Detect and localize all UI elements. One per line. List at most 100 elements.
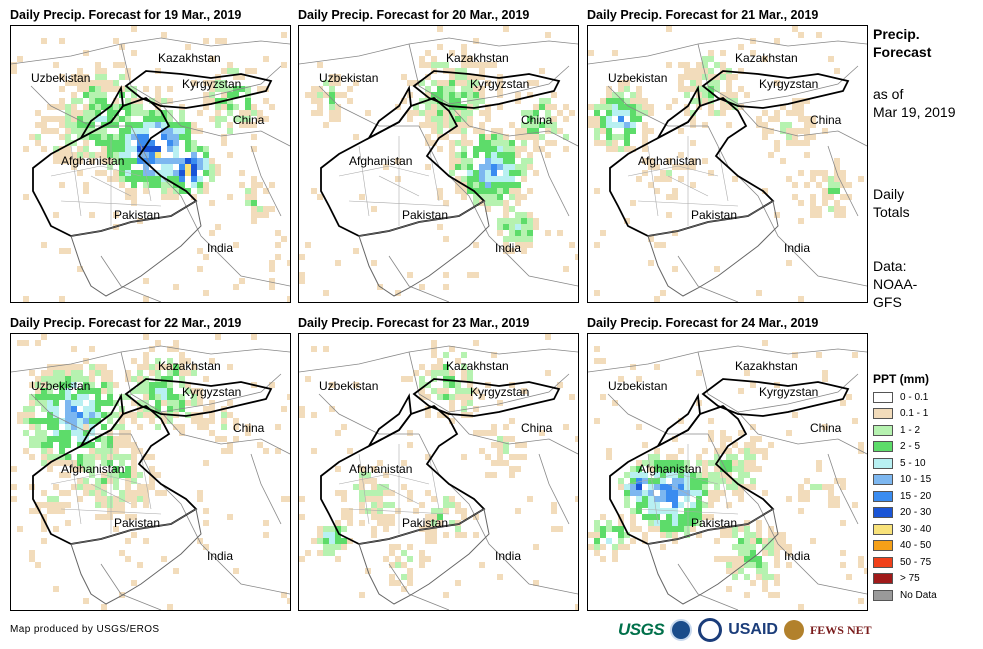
precip-cell <box>131 478 137 484</box>
precip-cell <box>588 116 594 122</box>
precip-cell <box>762 122 768 128</box>
precip-cell <box>149 412 155 418</box>
country-label-uzbekistan: Uzbekistan <box>319 71 378 85</box>
precip-cell <box>143 188 149 194</box>
precip-cell <box>479 140 485 146</box>
precip-cell <box>533 116 539 122</box>
legend-item: 10 - 15 <box>873 472 981 489</box>
precip-cell <box>431 346 437 352</box>
precip-cell <box>594 104 600 110</box>
precip-cell <box>221 68 227 74</box>
precip-cell <box>263 188 269 194</box>
precip-cell <box>143 182 149 188</box>
side-title-line2: Forecast <box>873 44 932 60</box>
precip-cell <box>449 50 455 56</box>
precip-cell <box>137 134 143 140</box>
daily-line1: Daily <box>873 186 905 202</box>
precip-cell <box>311 538 317 544</box>
precip-cell <box>792 134 798 140</box>
precip-cell <box>89 92 95 98</box>
precip-cell <box>413 110 419 116</box>
precip-cell <box>509 182 515 188</box>
precip-cell <box>77 466 83 472</box>
precip-cell <box>636 478 642 484</box>
precip-cell <box>95 128 101 134</box>
precip-cell <box>185 146 191 152</box>
precip-cell <box>485 62 491 68</box>
precip-cell <box>702 514 708 520</box>
precip-cell <box>672 490 678 496</box>
precip-cell <box>678 74 684 80</box>
precip-cell <box>269 278 275 284</box>
precip-cell <box>527 230 533 236</box>
precip-cell <box>497 134 503 140</box>
precip-cell <box>47 406 53 412</box>
precip-cell <box>618 86 624 92</box>
precip-cell <box>77 370 83 376</box>
precip-cell <box>798 200 804 206</box>
precip-cell <box>47 388 53 394</box>
precip-cell <box>467 400 473 406</box>
precip-cell <box>161 128 167 134</box>
precip-cell <box>155 86 161 92</box>
precip-cell <box>203 80 209 86</box>
precip-cell <box>624 80 630 86</box>
precip-cell <box>666 514 672 520</box>
country-label-uzbekistan: Uzbekistan <box>31 379 90 393</box>
precip-cell <box>702 86 708 92</box>
precip-cell <box>612 140 618 146</box>
precip-cell <box>660 242 666 248</box>
country-label-kyrgyzstan: Kyrgyzstan <box>470 77 529 91</box>
precip-cell <box>335 520 341 526</box>
precip-cell <box>485 152 491 158</box>
precip-cell <box>89 406 95 412</box>
precip-cell <box>726 448 732 454</box>
precip-cell <box>491 352 497 358</box>
precip-cell <box>215 80 221 86</box>
precip-cell <box>630 466 636 472</box>
precip-cell <box>53 484 59 490</box>
precip-cell <box>521 236 527 242</box>
precip-cell <box>209 170 215 176</box>
precip-cell <box>443 370 449 376</box>
province-boundary <box>717 453 729 510</box>
precip-cell <box>83 490 89 496</box>
precip-cell <box>173 158 179 164</box>
precip-cell <box>636 472 642 478</box>
precip-cell <box>215 104 221 110</box>
precip-cell <box>119 182 125 188</box>
precip-cell <box>353 484 359 490</box>
precip-cell <box>53 104 59 110</box>
precip-cell <box>654 188 660 194</box>
precip-cell <box>83 74 89 80</box>
precip-cell <box>101 98 107 104</box>
precip-cell <box>774 538 780 544</box>
precip-cell <box>125 472 131 478</box>
precip-cell <box>479 68 485 74</box>
precip-cell <box>509 164 515 170</box>
precip-cell <box>509 248 515 254</box>
precip-cell <box>744 556 750 562</box>
precip-cell <box>750 550 756 556</box>
precip-cell <box>215 110 221 116</box>
country-border <box>408 43 570 105</box>
precip-cell <box>155 388 161 394</box>
precip-cell <box>65 128 71 134</box>
precip-cell <box>822 376 828 382</box>
precip-cell <box>473 514 479 520</box>
precip-cell <box>137 472 143 478</box>
precip-cell <box>654 448 660 454</box>
precip-cell <box>329 104 335 110</box>
precip-cell <box>53 412 59 418</box>
precip-cell <box>509 176 515 182</box>
precip-cell <box>563 134 569 140</box>
precip-cell <box>618 376 624 382</box>
precip-cell <box>101 104 107 110</box>
precip-cell <box>756 574 762 580</box>
precip-cell <box>65 394 71 400</box>
country-border <box>677 563 739 610</box>
precip-cell <box>89 490 95 496</box>
precip-map: Kazakhstan Uzbekistan Kyrgyzstan China Afgha… <box>10 25 291 303</box>
precip-cell <box>786 562 792 568</box>
precip-cell <box>329 538 335 544</box>
